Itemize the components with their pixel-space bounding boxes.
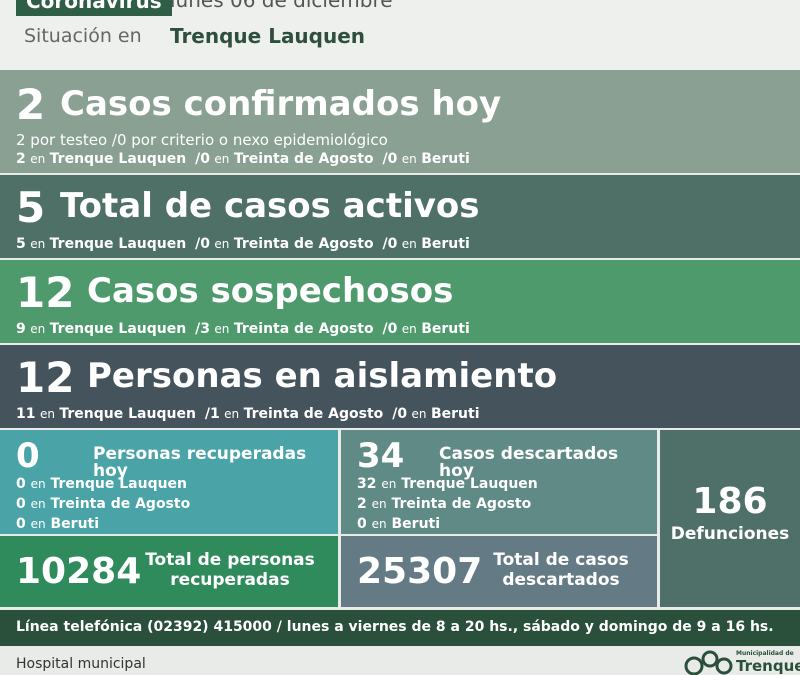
isolation-number: 12 — [16, 353, 75, 402]
active-band: 5 Total de casos activos 5 en Trenque La… — [0, 175, 800, 258]
discarded-today-title: Casos descartados hoy — [439, 444, 619, 481]
discarded-total-panel: 25307 Total de casos descartados — [341, 536, 657, 607]
logo-text-small: Municipalidad de — [736, 650, 794, 657]
isolation-title: Personas en aislamiento — [87, 356, 558, 396]
active-number: 5 — [16, 183, 46, 232]
situation-label: Situación en — [24, 25, 142, 47]
recovered-row-treinta: 0 en Treinta de Agosto — [16, 496, 191, 512]
discarded-row-beruti: 0 en Beruti — [357, 516, 441, 532]
recovered-row-beruti: 0 en Beruti — [16, 516, 100, 532]
suspects-number: 12 — [16, 268, 75, 317]
confirmed-band: 2 Casos confirmados hoy 2 por testeo /0 … — [0, 70, 800, 173]
hotline-text: Línea telefónica (02392) 415000 / lunes … — [16, 619, 774, 635]
report-date: lunes 06 de diciembre — [170, 0, 393, 12]
header: Coronavirus lunes 06 de diciembre Situac… — [0, 0, 800, 70]
suspects-locations: 9 en Trenque Lauquen /3 en Treinta de Ag… — [16, 321, 470, 337]
recovered-row-trenque: 0 en Trenque Lauquen — [16, 476, 188, 492]
municipality-logo-icon — [684, 650, 733, 675]
situation-city: Trenque Lauquen — [170, 24, 366, 48]
discarded-today-panel: 34 Casos descartados hoy 32 en Trenque L… — [341, 430, 657, 534]
logo-text-big: Trenque — [736, 657, 800, 675]
hotline-bar: Línea telefónica (02392) 415000 / lunes … — [0, 610, 800, 646]
active-title: Total de casos activos — [60, 186, 480, 226]
deaths-panel: 186 Defunciones — [660, 430, 800, 607]
suspects-title: Casos sospechosos — [87, 271, 454, 311]
discarded-row-trenque: 32 en Trenque Lauquen — [357, 476, 538, 492]
active-locations: 5 en Trenque Lauquen /0 en Treinta de Ag… — [16, 236, 470, 252]
municipality-logo: Municipalidad de Trenque — [684, 650, 800, 675]
recovered-today-panel: 0 Personas recuperadas hoy 0 en Trenque … — [0, 430, 338, 534]
discarded-total-number: 25307 — [357, 551, 483, 592]
deaths-title: Defunciones — [670, 524, 790, 544]
discarded-total-title: Total de casos descartados — [493, 550, 629, 590]
confirmed-title: Casos confirmados hoy — [60, 84, 502, 124]
confirmed-number: 2 — [16, 80, 46, 129]
coronavirus-tag: Coronavirus — [16, 0, 172, 16]
recovered-today-number: 0 — [16, 436, 40, 476]
isolation-locations: 11 en Trenque Lauquen /1 en Treinta de A… — [16, 406, 480, 422]
recovered-total-panel: 10284 Total de personas recuperadas — [0, 536, 338, 607]
recovered-total-number: 10284 — [16, 551, 142, 592]
recovered-total-title: Total de personas recuperadas — [145, 550, 315, 590]
confirmed-locations: 2 en Trenque Lauquen /0 en Treinta de Ag… — [16, 151, 470, 167]
confirmed-breakdown: 2 por testeo /0 por criterio o nexo epid… — [16, 131, 388, 149]
recovered-today-title: Personas recuperadas hoy — [93, 444, 307, 481]
hospital-label: Hospital municipal — [16, 656, 146, 672]
isolation-band: 12 Personas en aislamiento 11 en Trenque… — [0, 345, 800, 428]
discarded-row-treinta: 2 en Treinta de Agosto — [357, 496, 532, 512]
discarded-today-number: 34 — [357, 436, 405, 476]
suspects-band: 12 Casos sospechosos 9 en Trenque Lauque… — [0, 260, 800, 343]
deaths-number: 186 — [692, 481, 768, 522]
